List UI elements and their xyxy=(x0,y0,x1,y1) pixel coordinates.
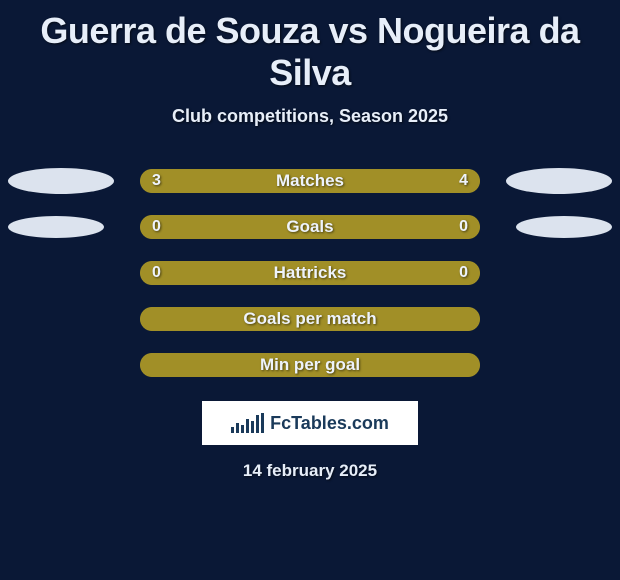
stat-row: 3 4 Matches xyxy=(0,169,620,193)
stat-value-left: 0 xyxy=(152,264,161,282)
stat-value-right: 0 xyxy=(459,218,468,236)
stat-row: 0 0 Hattricks xyxy=(0,261,620,285)
left-avatar-placeholder xyxy=(8,168,114,194)
stat-label: Matches xyxy=(276,171,344,191)
date-text: 14 february 2025 xyxy=(243,461,377,481)
right-avatar-placeholder xyxy=(506,168,612,194)
stat-row: 0 0 Goals xyxy=(0,215,620,239)
stat-bar-left-fill xyxy=(140,215,310,239)
stat-label: Hattricks xyxy=(274,263,347,283)
right-avatar-placeholder xyxy=(516,216,612,238)
stat-row: Min per goal xyxy=(0,353,620,377)
stat-bar: 3 4 Matches xyxy=(140,169,480,193)
stat-bar: 0 0 Hattricks xyxy=(140,261,480,285)
stat-bar: 0 0 Goals xyxy=(140,215,480,239)
logo-text: FcTables.com xyxy=(270,413,389,434)
logo-box: FcTables.com xyxy=(202,401,418,445)
stat-bar: Goals per match xyxy=(140,307,480,331)
stat-label: Goals xyxy=(286,217,333,237)
stat-value-left: 0 xyxy=(152,218,161,236)
left-avatar-placeholder xyxy=(8,216,104,238)
logo-bars-icon xyxy=(231,413,264,433)
stat-value-right: 4 xyxy=(459,172,468,190)
comparison-infographic: Guerra de Souza vs Nogueira da Silva Clu… xyxy=(0,0,620,481)
stat-bar-right-fill xyxy=(310,215,480,239)
stat-label: Min per goal xyxy=(260,355,360,375)
stat-value-right: 0 xyxy=(459,264,468,282)
page-title: Guerra de Souza vs Nogueira da Silva xyxy=(0,10,620,94)
stat-rows: 3 4 Matches 0 0 Goals 0 0 Hattricks Goals per mat… xyxy=(0,169,620,377)
subtitle: Club competitions, Season 2025 xyxy=(172,106,448,127)
stat-value-left: 3 xyxy=(152,172,161,190)
stat-bar: Min per goal xyxy=(140,353,480,377)
stat-row: Goals per match xyxy=(0,307,620,331)
stat-label: Goals per match xyxy=(243,309,376,329)
